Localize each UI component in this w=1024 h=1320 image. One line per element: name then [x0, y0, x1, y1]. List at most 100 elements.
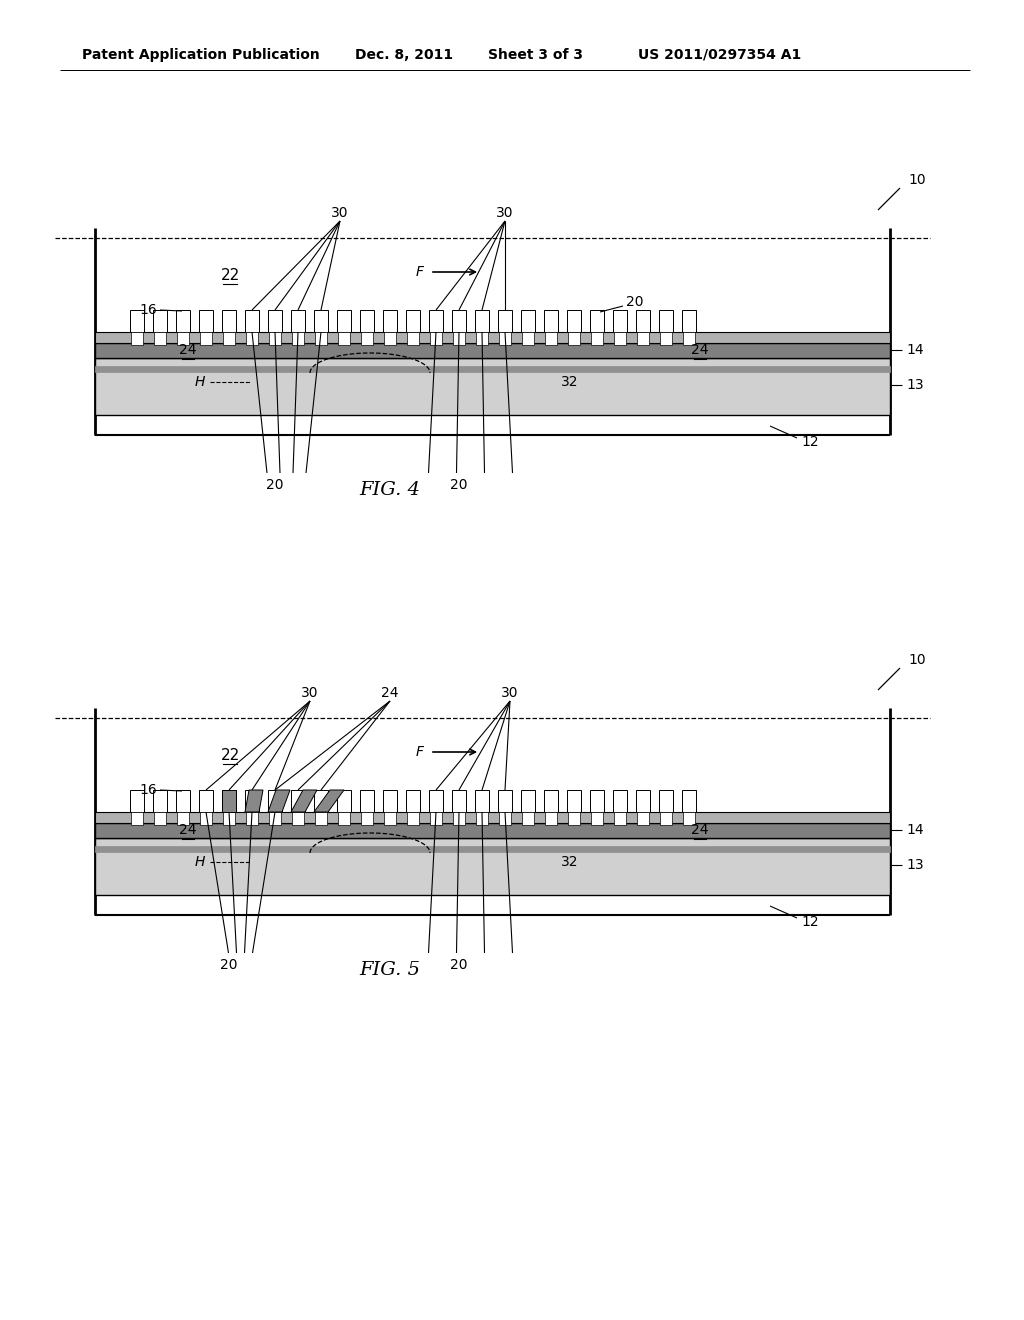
Bar: [223, 812, 234, 825]
Bar: [660, 812, 672, 825]
Text: H: H: [195, 855, 205, 869]
Bar: [154, 333, 166, 345]
Bar: [269, 812, 281, 825]
Text: 32: 32: [561, 855, 579, 869]
Polygon shape: [314, 789, 344, 812]
Bar: [499, 812, 511, 825]
Text: 30: 30: [497, 206, 514, 220]
Text: F: F: [416, 744, 424, 759]
Bar: [567, 789, 581, 812]
Text: 16: 16: [139, 783, 157, 797]
Bar: [245, 310, 259, 333]
Bar: [131, 333, 143, 345]
Bar: [95, 366, 890, 372]
Bar: [199, 789, 213, 812]
Text: 14: 14: [906, 343, 924, 356]
Text: 24: 24: [381, 686, 398, 700]
Bar: [177, 812, 189, 825]
Text: 20: 20: [451, 958, 468, 972]
Text: 20: 20: [627, 294, 644, 309]
Bar: [476, 333, 488, 345]
Bar: [269, 333, 281, 345]
Bar: [130, 789, 144, 812]
Bar: [95, 358, 890, 414]
Bar: [292, 812, 304, 825]
Bar: [660, 333, 672, 345]
Text: Sheet 3 of 3: Sheet 3 of 3: [488, 48, 583, 62]
Bar: [95, 822, 890, 838]
Bar: [453, 812, 465, 825]
Text: 30: 30: [331, 206, 349, 220]
Bar: [452, 310, 466, 333]
Text: 30: 30: [301, 686, 318, 700]
Bar: [544, 310, 558, 333]
Text: 24: 24: [179, 822, 197, 837]
Bar: [383, 310, 397, 333]
Bar: [522, 333, 534, 345]
Bar: [268, 789, 282, 812]
Bar: [315, 333, 327, 345]
Bar: [222, 789, 236, 812]
Bar: [360, 789, 374, 812]
Bar: [659, 789, 673, 812]
Bar: [568, 333, 580, 345]
Bar: [95, 333, 890, 343]
Bar: [475, 789, 489, 812]
Bar: [453, 333, 465, 345]
Bar: [338, 333, 350, 345]
Bar: [292, 333, 304, 345]
Bar: [131, 812, 143, 825]
Bar: [591, 812, 603, 825]
Polygon shape: [222, 789, 236, 812]
Text: F: F: [416, 265, 424, 279]
Bar: [521, 310, 535, 333]
Bar: [406, 789, 420, 812]
Bar: [361, 333, 373, 345]
Bar: [95, 812, 890, 822]
Bar: [683, 333, 695, 345]
Bar: [337, 789, 351, 812]
Bar: [406, 310, 420, 333]
Text: H: H: [195, 375, 205, 389]
Text: 13: 13: [906, 378, 924, 392]
Text: 13: 13: [906, 858, 924, 873]
Bar: [545, 333, 557, 345]
Bar: [568, 812, 580, 825]
Bar: [314, 310, 328, 333]
Bar: [637, 333, 649, 345]
Bar: [314, 789, 328, 812]
Bar: [384, 812, 396, 825]
Text: 12: 12: [801, 436, 819, 449]
Bar: [636, 310, 650, 333]
Bar: [153, 789, 167, 812]
Bar: [200, 333, 212, 345]
Bar: [176, 789, 190, 812]
Bar: [222, 310, 236, 333]
Text: 20: 20: [451, 478, 468, 492]
Bar: [337, 310, 351, 333]
Bar: [545, 812, 557, 825]
Bar: [407, 812, 419, 825]
Text: FIG. 5: FIG. 5: [359, 961, 421, 979]
Bar: [683, 812, 695, 825]
Bar: [452, 789, 466, 812]
Bar: [637, 812, 649, 825]
Text: 30: 30: [502, 686, 519, 700]
Bar: [338, 812, 350, 825]
Bar: [291, 310, 305, 333]
Bar: [246, 812, 258, 825]
Text: 22: 22: [220, 747, 240, 763]
Bar: [384, 333, 396, 345]
Bar: [659, 310, 673, 333]
Bar: [130, 310, 144, 333]
Polygon shape: [291, 789, 317, 812]
Bar: [613, 310, 627, 333]
Text: US 2011/0297354 A1: US 2011/0297354 A1: [638, 48, 801, 62]
Bar: [153, 310, 167, 333]
Text: 10: 10: [908, 653, 926, 667]
Text: FIG. 4: FIG. 4: [359, 480, 421, 499]
Bar: [430, 333, 442, 345]
Bar: [95, 343, 890, 358]
Bar: [291, 789, 305, 812]
Text: 20: 20: [266, 478, 284, 492]
